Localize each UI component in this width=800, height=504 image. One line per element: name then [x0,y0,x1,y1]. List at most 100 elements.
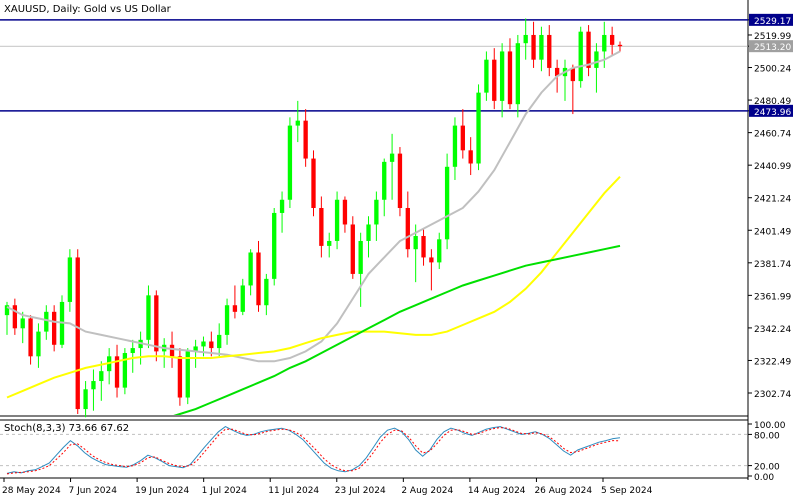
candle-body [311,158,316,208]
candle-body [209,341,214,349]
price-label-highlight [749,104,793,117]
candle-body [232,305,238,312]
candle-body [295,120,300,126]
candle-body [570,67,576,82]
candle-body [146,295,151,340]
candle-body [547,34,552,68]
candle-body [36,331,41,357]
candle-body [334,199,340,241]
candle-body [28,318,33,357]
candle-body [201,341,206,347]
candle-body [507,51,513,105]
candle-body [594,51,599,68]
stoch-label: Stoch(8,3,3) 73.66 67.62 [4,423,129,434]
candle-body [12,305,18,329]
candle-body [114,356,120,388]
price-axis-label: 2513.20 [754,43,791,53]
candle-body [75,257,80,410]
price-axis-label: 2529.17 [754,17,791,27]
price-axis-label: 2473.96 [754,108,791,118]
candle-body [460,125,465,151]
stoch-axis-label: 0.00 [754,473,774,483]
candle-body [389,153,395,162]
candle-body [468,150,473,164]
candle-body [586,31,591,68]
candle-body [319,208,324,246]
candle-body [413,236,418,250]
date-axis-label: 19 Jun 2024 [135,486,189,496]
candle-body [539,34,544,60]
moving-average-line [6,50,621,363]
candle-body [122,353,128,388]
candle-body [350,224,355,274]
price-axis-label: 2322.49 [754,357,791,367]
candle-body [177,356,183,398]
price-axis-label: 2500.24 [754,65,791,75]
price-axis-label: 2401.49 [754,227,791,237]
candle-body [83,389,88,410]
candle-body [287,125,293,200]
candle-body [272,212,277,279]
candle-body [358,240,363,274]
candle-body [154,295,159,352]
price-label-highlight [749,13,793,26]
price-label-highlight [749,40,793,53]
price-axis-label: 2460.74 [754,130,791,140]
price-axis-label: 2519.99 [754,32,791,42]
stoch-signal-line [6,427,621,475]
candle-body [484,59,489,93]
candle-body [523,34,528,44]
candle-body [499,51,505,101]
candle-body [279,199,285,213]
candle-body [452,125,458,167]
moving-average-line [6,176,621,399]
candle-body [4,305,10,316]
price-axis-label: 2342.24 [754,325,791,335]
candle-body [51,311,57,345]
candle-body [437,239,442,263]
candle-body [366,224,371,241]
stoch-main-line [6,426,621,474]
candle-body [327,240,332,246]
price-axis-label: 2480.49 [754,97,791,107]
price-axis-label: 2361.99 [754,292,791,302]
candle-body [617,44,623,47]
candle-body [185,351,190,398]
candle-body [492,59,497,101]
date-axis-label: 5 Sep 2024 [601,486,653,496]
candle-body [130,348,135,354]
stochastic-panel[interactable] [0,426,748,475]
candle-body [429,257,434,263]
candle-body [169,344,175,357]
candle-body [193,346,198,352]
candle-body [444,166,450,240]
price-axis-label: 2381.74 [754,260,791,270]
chart-title: XAUUSD, Daily: Gold vs US Dollar [4,4,172,15]
candle-body [248,252,253,286]
date-axis-label: 1 Jul 2024 [202,486,247,496]
candle-body [91,381,96,390]
candle-body [382,161,387,200]
date-axis-label: 11 Jul 2024 [268,486,319,496]
candle-body [256,252,261,306]
price-axis-label: 2421.24 [754,195,791,205]
candle-body [374,199,379,225]
candle-body [342,199,348,225]
candle-body [397,153,403,208]
candle-body [264,278,269,306]
stoch-axis-label: 100.00 [754,421,786,431]
date-axis-label: 7 Jun 2024 [69,486,118,496]
candle-body [602,34,607,52]
candle-body [217,334,222,349]
candle-body [476,92,481,164]
candle-body [554,67,560,77]
candle-body [67,257,73,302]
main-price-panel[interactable] [0,18,748,479]
moving-average-line [173,244,621,415]
candle-body [303,120,308,159]
candle-body [44,311,49,332]
